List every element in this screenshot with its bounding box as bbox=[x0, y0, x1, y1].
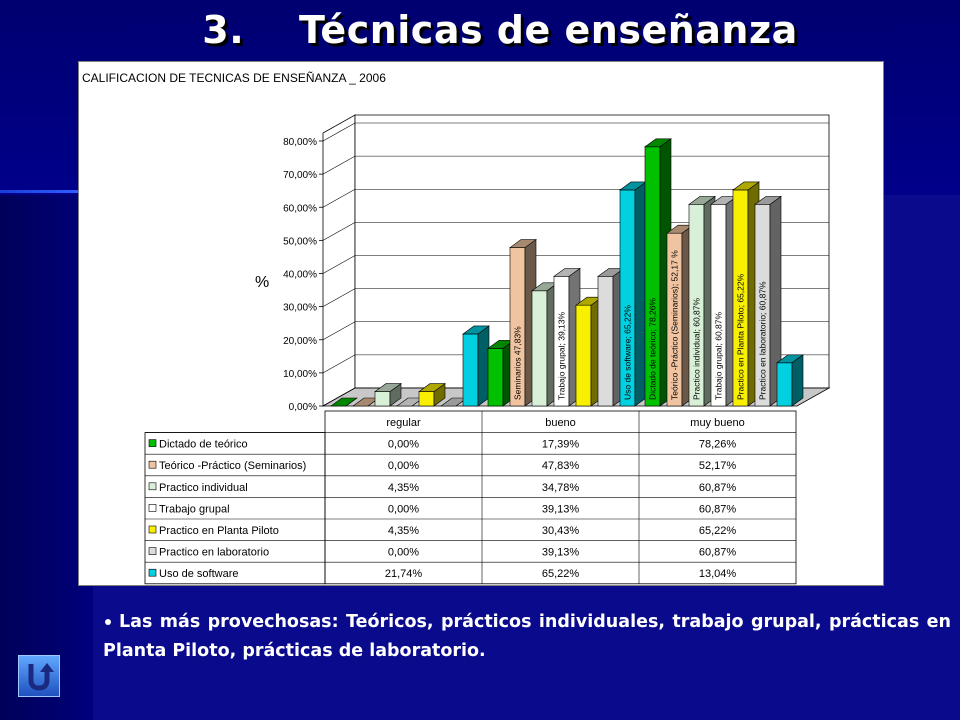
table-cell-value: 60,87% bbox=[699, 482, 737, 494]
bar bbox=[418, 383, 446, 407]
bar-data-label: Practico en Planta Piloto; 65,22% bbox=[736, 273, 746, 400]
bar-front bbox=[374, 391, 391, 407]
table-cell-value: 34,78% bbox=[542, 482, 580, 494]
bar-side bbox=[791, 354, 804, 407]
bullet-text: Las más provechosas: Teóricos, prácticos… bbox=[103, 612, 951, 661]
table-cell-value: 39,13% bbox=[542, 503, 580, 515]
table-cell-value: 0,00% bbox=[388, 503, 419, 515]
table-cell-value: 0,00% bbox=[388, 460, 419, 472]
bar bbox=[619, 181, 647, 407]
bar-front bbox=[531, 290, 548, 407]
legend-label: Dictado de teórico bbox=[159, 439, 248, 451]
bar bbox=[374, 383, 402, 407]
x-category-label: regular bbox=[386, 417, 421, 429]
bar-data-label: Dictado de teórico; 78,26% bbox=[648, 297, 658, 400]
bullet-dot-icon bbox=[105, 619, 111, 625]
y-tick-label: 40,00% bbox=[283, 270, 317, 281]
bar-front bbox=[487, 348, 504, 407]
bar-data-label: Seminarios 47,83% bbox=[513, 326, 523, 400]
table-cell-value: 65,22% bbox=[542, 568, 580, 580]
y-tick-label: 70,00% bbox=[283, 170, 317, 181]
bar-top bbox=[644, 138, 672, 148]
legend-label: Uso de software bbox=[159, 568, 238, 580]
return-arrow-icon bbox=[28, 663, 54, 691]
legend-label: Practico en Planta Piloto bbox=[159, 525, 279, 537]
legend-label: Practico individual bbox=[159, 482, 248, 494]
bar-top bbox=[509, 239, 537, 248]
x-category-label: muy bueno bbox=[690, 417, 744, 429]
bar-top bbox=[330, 397, 358, 407]
bar-front bbox=[418, 391, 435, 407]
legend-swatch bbox=[148, 547, 157, 555]
y-tick-label: 60,00% bbox=[283, 203, 317, 214]
bar-front bbox=[597, 276, 614, 407]
gridline bbox=[322, 122, 829, 142]
return-button[interactable] bbox=[18, 655, 60, 697]
bar-data-label: Trabajo grupal; 39,13% bbox=[557, 312, 567, 400]
bar-side bbox=[477, 325, 490, 407]
bar-top bbox=[776, 354, 804, 364]
bar-data-label: Trabajo grupal; 60,87% bbox=[714, 312, 724, 400]
bar-side bbox=[634, 181, 647, 407]
legend-swatch bbox=[148, 460, 157, 469]
bar-top bbox=[732, 181, 760, 191]
legend-swatch bbox=[148, 482, 157, 491]
x-category-label: bueno bbox=[545, 417, 576, 429]
chart-title: CALIFICACION DE TECNICAS DE ENSEÑANZA _ … bbox=[82, 71, 386, 85]
bar-data-label: Practico individual; 60,87% bbox=[692, 297, 702, 400]
table-cell-value: 4,35% bbox=[388, 482, 419, 494]
legend-swatch bbox=[148, 525, 157, 534]
legend-label: Practico en laboratorio bbox=[159, 547, 269, 559]
bar-data-label: Practico en laboratorio; 60,87% bbox=[758, 281, 768, 400]
bullet-point: Las más provechosas: Teóricos, prácticos… bbox=[103, 608, 951, 666]
bar-top bbox=[462, 325, 490, 335]
legend-swatch bbox=[148, 504, 157, 512]
bar-front bbox=[462, 333, 479, 407]
bar bbox=[754, 195, 782, 407]
bar bbox=[462, 325, 490, 407]
slide-title: 3. Técnicas de enseñanza bbox=[202, 8, 798, 52]
table-cell-value: 60,87% bbox=[699, 503, 737, 515]
table-cell-value: 13,04% bbox=[699, 568, 737, 580]
y-axis-label: % bbox=[255, 274, 269, 291]
bar-top bbox=[553, 268, 581, 277]
table-cell-value: 60,87% bbox=[699, 547, 737, 559]
y-tick-label: 80,00% bbox=[283, 137, 317, 148]
bar-chart: CALIFICACION DE TECNICAS DE ENSEÑANZA _ … bbox=[82, 71, 831, 585]
table-cell-value: 39,13% bbox=[542, 547, 580, 559]
bar-top bbox=[374, 383, 402, 392]
table-cell-value: 30,43% bbox=[542, 525, 580, 537]
y-tick-label: 20,00% bbox=[283, 336, 317, 347]
legend-swatch bbox=[148, 568, 157, 577]
y-tick-label: 30,00% bbox=[283, 303, 317, 314]
y-tick-label: 10,00% bbox=[283, 369, 317, 380]
bar bbox=[330, 397, 358, 407]
chart-frame: CALIFICACION DE TECNICAS DE ENSEÑANZA _ … bbox=[78, 61, 884, 586]
table-cell-value: 21,74% bbox=[385, 568, 423, 580]
bar-top bbox=[418, 383, 446, 392]
table-cell-value: 47,83% bbox=[542, 460, 580, 472]
bar-top bbox=[688, 196, 716, 205]
y-tick-label: 50,00% bbox=[283, 236, 317, 247]
y-tick-label: 0,00% bbox=[289, 402, 317, 413]
table-cell-value: 65,22% bbox=[699, 525, 737, 537]
legend-swatch bbox=[148, 439, 157, 447]
bar-front bbox=[575, 304, 592, 407]
bar-top bbox=[754, 196, 782, 205]
table-cell-value: 52,17% bbox=[699, 460, 737, 472]
bar-front bbox=[776, 362, 793, 407]
table-cell-value: 4,35% bbox=[388, 525, 419, 537]
table-cell-value: 78,26% bbox=[699, 439, 737, 451]
table-cell-value: 17,39% bbox=[542, 439, 580, 451]
bar-data-label: Teórico -Práctico (Seminarios); 52,17 % bbox=[670, 250, 680, 400]
table-cell-value: 0,00% bbox=[388, 547, 419, 559]
bar-data-label: Uso de software; 65,22% bbox=[623, 305, 633, 400]
bar bbox=[776, 354, 804, 407]
table-cell-value: 0,00% bbox=[388, 439, 419, 451]
accent-line bbox=[0, 190, 80, 193]
legend-label: Teórico -Práctico (Seminarios) bbox=[159, 460, 306, 472]
legend-label: Trabajo grupal bbox=[159, 503, 230, 515]
